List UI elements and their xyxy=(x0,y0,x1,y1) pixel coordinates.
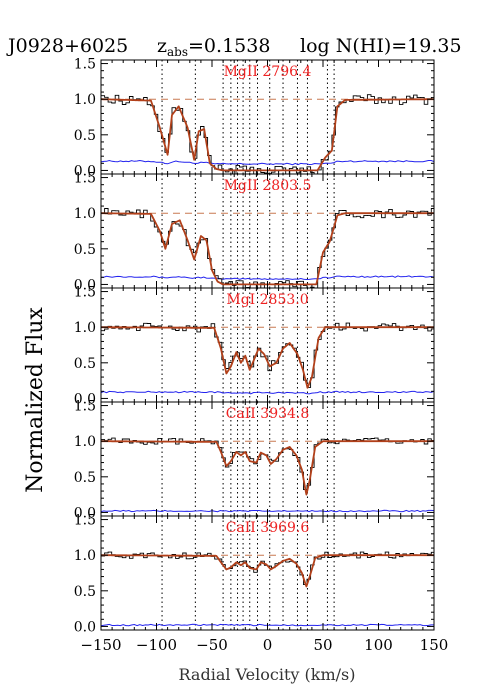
data-spectrum xyxy=(101,551,434,586)
y-tick-label: 0.5 xyxy=(74,242,96,258)
panel-4: 0.0 0.5 1.0 1.5 CaII 3934.8 xyxy=(74,399,435,521)
y-tick-label: 0.0 xyxy=(74,391,96,407)
data-spectrum xyxy=(101,322,434,388)
error-spectrum xyxy=(101,159,434,166)
y-tick-label: 0.0 xyxy=(74,619,96,635)
redshift-z: z xyxy=(157,35,167,57)
panel-1: 0.0 0.5 1.0 1.5 MgII 2796.4 xyxy=(74,57,435,179)
y-tick-label: 1.5 xyxy=(74,171,96,187)
spectrum-panels: 0.0 0.5 1.0 1.5 MgII 2796.4 0.0 0.5 1.0 1.5 MgII … xyxy=(74,57,449,654)
y-tick-label: 0.5 xyxy=(74,356,96,372)
redshift-value: =0.1538 xyxy=(188,35,270,57)
fit-model xyxy=(101,326,434,389)
y-tick-label: 1.0 xyxy=(74,320,96,336)
x-axis-label: Radial Velocity (km/s) xyxy=(179,665,356,684)
panel-curves xyxy=(101,437,434,513)
y-tick-label: 0.5 xyxy=(74,470,96,486)
figure-header: J0928+6025 zabs=0.1538 log N(HI)=19.35 xyxy=(6,35,462,59)
panel-2: 0.0 0.5 1.0 1.5 MgII 2803.5 xyxy=(74,171,435,293)
x-tick-label: −150 xyxy=(80,636,121,654)
fit-model xyxy=(101,98,434,172)
y-tick-label: 0.5 xyxy=(74,584,96,600)
redshift-subscript: abs xyxy=(167,45,188,59)
y-tick-label: 1.5 xyxy=(74,399,96,415)
column-density-label: log N(HI)=19.35 xyxy=(300,35,462,57)
data-spectrum xyxy=(101,94,434,174)
x-tick-label: 150 xyxy=(420,636,449,654)
y-tick-label: 0.0 xyxy=(74,277,96,293)
ion-label: CaII 3969.6 xyxy=(226,520,310,536)
ion-label: CaII 3934.8 xyxy=(226,406,310,422)
redshift-label: zabs=0.1538 xyxy=(157,35,270,59)
panel-5: 0.0 0.5 1.0 1.5 CaII 3969.6 −150 −100 −50 0 50 100… xyxy=(74,513,449,654)
y-tick-label: 0.5 xyxy=(74,128,96,144)
x-tick-label: 0 xyxy=(263,636,273,654)
x-tick-label: 100 xyxy=(364,636,393,654)
y-tick-label: 1.5 xyxy=(74,513,96,529)
fit-model xyxy=(101,212,434,286)
ion-label: MgII 2796.4 xyxy=(224,64,312,80)
ion-label: MgII 2803.5 xyxy=(224,178,312,194)
fit-model xyxy=(101,554,434,588)
y-tick-label: 1.0 xyxy=(74,434,96,450)
panel-curves xyxy=(101,94,434,174)
x-tick-label: −50 xyxy=(196,636,228,654)
x-tick-label: −100 xyxy=(136,636,177,654)
y-tick-label: 0.0 xyxy=(74,163,96,179)
panel-curves xyxy=(101,208,434,288)
y-tick-label: 0.0 xyxy=(74,505,96,521)
error-spectrum xyxy=(101,275,434,281)
y-axis-label: Normalized Flux xyxy=(23,307,48,493)
ion-label: MgI 2853.0 xyxy=(226,292,308,308)
y-tick-label: 1.0 xyxy=(74,548,96,564)
y-tick-label: 1.0 xyxy=(74,92,96,108)
error-spectrum xyxy=(101,390,434,395)
panel-3: 0.0 0.5 1.0 1.5 MgI 2853.0 xyxy=(74,285,435,407)
y-tick-label: 1.0 xyxy=(74,206,96,222)
x-tick-label: 50 xyxy=(313,636,332,654)
data-spectrum xyxy=(101,437,434,491)
panel-curves xyxy=(101,322,434,395)
panel-curves xyxy=(101,551,434,627)
y-tick-label: 1.5 xyxy=(74,57,96,73)
fit-model xyxy=(101,440,434,496)
object-name: J0928+6025 xyxy=(6,35,128,57)
y-tick-label: 1.5 xyxy=(74,285,96,301)
